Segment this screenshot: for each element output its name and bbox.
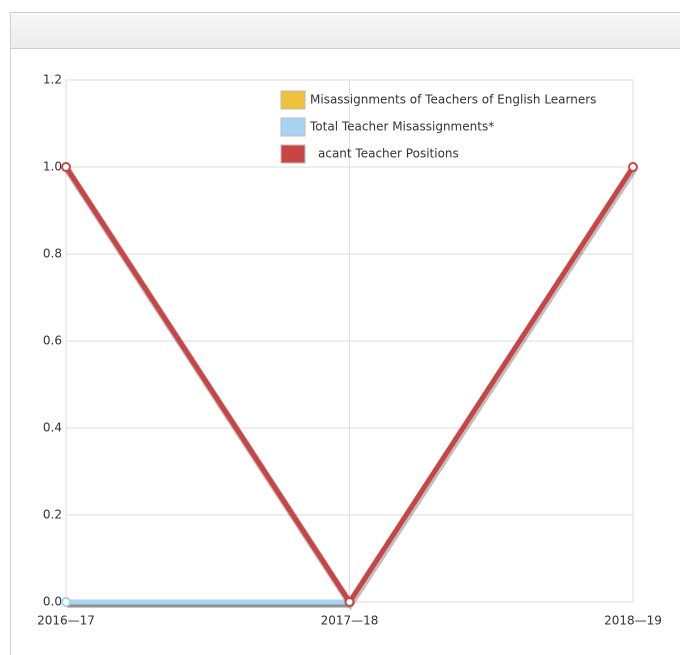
x-tick-label: 2018—19 <box>604 614 662 628</box>
x-tick-label: 2017—18 <box>321 614 379 628</box>
y-tick-label: 0.6 <box>43 334 62 348</box>
legend-swatch <box>280 117 306 137</box>
y-tick-label: 1.0 <box>43 160 62 174</box>
panel <box>10 12 680 655</box>
legend-swatch <box>280 144 306 164</box>
legend-swatch <box>280 90 306 110</box>
data-point <box>61 162 71 172</box>
x-tick-label: 2016—17 <box>37 614 95 628</box>
legend-label: acant Teacher Positions <box>318 147 459 161</box>
y-tick-label: 1.2 <box>43 73 62 87</box>
data-point <box>628 162 638 172</box>
y-tick-label: 0.2 <box>43 508 62 522</box>
panel-header <box>11 13 680 49</box>
y-tick-label: 0.4 <box>43 421 62 435</box>
y-tick-label: 0.0 <box>43 595 62 609</box>
legend-label: Total Teacher Misassignments* <box>309 120 494 134</box>
y-tick-label: 0.8 <box>43 247 62 261</box>
legend-label: Misassignments of Teachers of English Le… <box>310 93 596 107</box>
data-point <box>344 597 355 607</box>
data-point <box>61 597 71 607</box>
